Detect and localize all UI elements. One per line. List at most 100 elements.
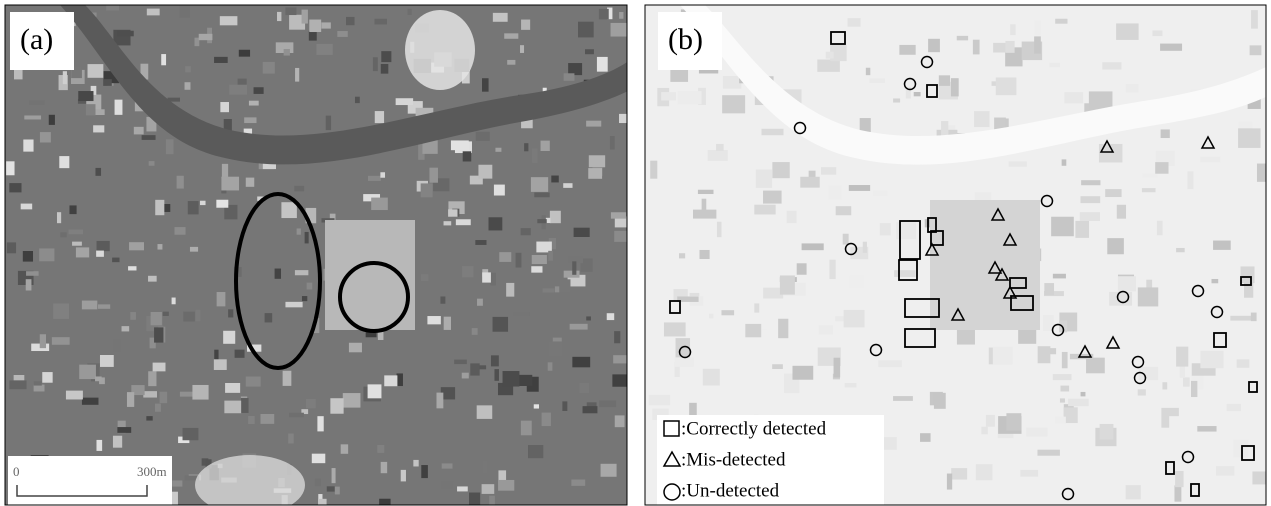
building <box>1200 157 1220 163</box>
building <box>1034 36 1041 53</box>
building <box>957 329 975 345</box>
building <box>1053 274 1066 279</box>
building <box>1138 287 1158 306</box>
building <box>532 255 547 264</box>
building <box>493 13 508 22</box>
building <box>493 317 509 332</box>
building <box>441 481 454 489</box>
building <box>72 242 82 246</box>
building <box>134 127 144 135</box>
building <box>174 227 185 235</box>
panel-a: (a) 0 300m <box>5 5 632 506</box>
building <box>1009 161 1027 166</box>
building <box>349 343 362 353</box>
building <box>1241 266 1255 283</box>
building <box>34 385 45 392</box>
building <box>550 211 561 223</box>
building <box>570 324 588 330</box>
building <box>192 385 208 400</box>
building <box>151 312 162 325</box>
panel-label: (a) <box>20 23 53 56</box>
building <box>166 139 174 154</box>
building <box>341 444 348 453</box>
building <box>380 172 385 177</box>
building <box>506 283 514 297</box>
building <box>180 5 190 18</box>
building <box>396 98 413 105</box>
building <box>489 496 495 506</box>
building <box>69 205 76 214</box>
building <box>562 401 567 411</box>
building <box>588 168 602 179</box>
building <box>330 398 343 414</box>
building <box>96 440 102 451</box>
building <box>878 360 902 367</box>
building <box>1213 241 1231 250</box>
building <box>82 301 97 310</box>
building <box>679 253 685 258</box>
building <box>491 355 499 366</box>
building <box>106 5 119 10</box>
building <box>1051 217 1074 236</box>
building <box>894 270 915 277</box>
building <box>1227 404 1241 411</box>
building <box>40 334 46 348</box>
building <box>482 272 491 282</box>
building <box>947 474 952 490</box>
building <box>494 369 499 381</box>
scale-start: 0 <box>13 464 20 479</box>
panel-label: (b) <box>668 23 703 56</box>
building <box>295 68 299 82</box>
building <box>200 201 206 205</box>
building <box>1053 374 1072 380</box>
building <box>844 310 865 327</box>
building <box>1049 63 1060 67</box>
building <box>585 49 594 54</box>
legend-label: :Correctly detected <box>681 418 827 439</box>
building <box>89 221 102 237</box>
building <box>503 371 520 386</box>
building <box>254 87 264 94</box>
building <box>225 383 240 393</box>
building <box>1055 19 1067 24</box>
building <box>957 36 968 40</box>
building <box>499 252 511 262</box>
building <box>1075 221 1089 238</box>
building <box>619 12 623 19</box>
building <box>373 57 378 71</box>
building <box>826 52 834 59</box>
building <box>763 191 782 204</box>
building <box>289 413 304 418</box>
building <box>172 480 182 486</box>
building <box>78 91 93 101</box>
building <box>1062 352 1068 368</box>
building <box>21 204 33 210</box>
building <box>306 399 316 408</box>
building <box>14 375 25 380</box>
building <box>762 129 784 135</box>
building <box>1238 128 1261 148</box>
building <box>49 115 55 125</box>
building <box>98 304 110 308</box>
building <box>335 487 340 495</box>
building <box>307 283 313 290</box>
building <box>374 19 387 25</box>
building <box>427 316 440 324</box>
building <box>40 132 51 142</box>
building <box>439 227 453 235</box>
building <box>421 274 428 281</box>
building <box>1216 466 1234 476</box>
building <box>821 167 836 175</box>
building <box>26 271 39 276</box>
building <box>549 341 563 356</box>
building <box>309 20 321 32</box>
building <box>880 223 891 235</box>
building <box>1187 171 1193 189</box>
building <box>559 279 570 292</box>
building <box>39 248 54 261</box>
building <box>513 312 530 316</box>
building <box>172 298 176 305</box>
building <box>1060 386 1069 392</box>
building <box>153 363 166 372</box>
building <box>228 309 233 317</box>
